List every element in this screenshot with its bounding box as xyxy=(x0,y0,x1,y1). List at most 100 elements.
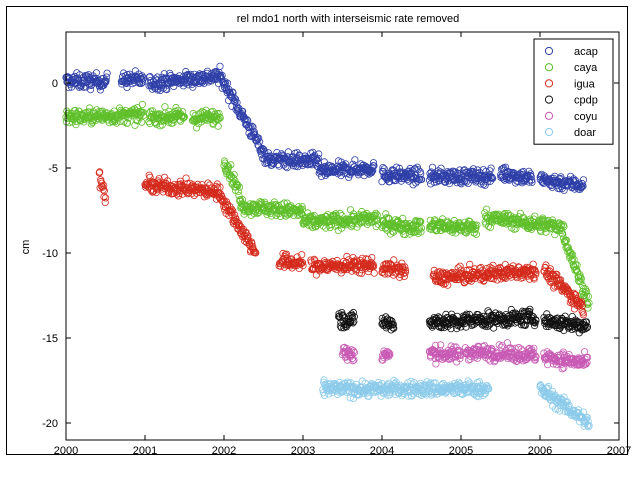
data-point xyxy=(585,421,593,430)
data-point xyxy=(470,229,478,237)
data-point xyxy=(298,251,306,259)
data-point xyxy=(495,341,503,349)
data-point xyxy=(501,163,510,171)
data-point xyxy=(175,189,183,198)
data-point xyxy=(349,347,358,355)
data-point xyxy=(229,89,237,97)
data-point xyxy=(380,165,388,173)
data-point xyxy=(384,348,393,357)
data-point xyxy=(116,117,124,126)
data-point xyxy=(251,248,259,256)
x-tick-label: 2005 xyxy=(449,445,473,457)
data-point xyxy=(386,351,394,359)
data-point xyxy=(284,148,292,156)
legend-marker-caya xyxy=(544,63,554,72)
series-caya xyxy=(62,100,593,312)
series-cpdp xyxy=(334,305,592,337)
data-point xyxy=(473,221,481,229)
data-point xyxy=(583,323,592,331)
data-point xyxy=(96,86,105,94)
data-point xyxy=(87,112,96,120)
data-point xyxy=(97,177,105,186)
data-point xyxy=(342,323,350,331)
data-point xyxy=(266,208,274,216)
data-point xyxy=(466,260,474,268)
data-point xyxy=(579,176,588,184)
data-point xyxy=(160,70,168,78)
data-point xyxy=(237,223,245,231)
data-point xyxy=(370,269,378,277)
data-point xyxy=(488,174,497,182)
data-point xyxy=(388,268,397,276)
data-point xyxy=(487,164,495,172)
data-point xyxy=(395,273,404,281)
data-point xyxy=(414,166,422,174)
data-point xyxy=(180,113,188,121)
data-point xyxy=(331,164,339,172)
data-point xyxy=(385,352,393,360)
figure-frame xyxy=(6,6,628,455)
x-tick-label: 2004 xyxy=(370,445,394,457)
data-point xyxy=(543,384,552,392)
data-point xyxy=(252,249,260,257)
data-point xyxy=(573,261,581,269)
data-point xyxy=(314,154,322,162)
data-point xyxy=(531,267,539,275)
legend-label-coyu: coyu xyxy=(574,111,597,123)
data-point xyxy=(220,78,228,87)
data-point xyxy=(417,170,425,178)
y-tick-label: 0 xyxy=(52,78,58,90)
data-point xyxy=(582,287,591,295)
data-point xyxy=(435,268,443,276)
data-point xyxy=(216,114,224,122)
data-point xyxy=(372,209,380,217)
data-point xyxy=(353,223,361,231)
data-point xyxy=(255,138,264,146)
legend: acap caya igua cpdp coyu doar xyxy=(533,38,614,145)
data-point xyxy=(368,163,376,171)
data-point xyxy=(250,128,258,136)
data-point xyxy=(532,268,540,277)
data-point xyxy=(158,121,166,129)
data-point xyxy=(577,183,586,191)
data-point xyxy=(457,351,465,359)
x-tick-label: 2007 xyxy=(607,445,631,457)
data-point xyxy=(139,112,147,120)
data-point xyxy=(525,275,534,283)
data-point xyxy=(335,168,343,176)
data-point xyxy=(92,69,101,77)
data-point xyxy=(351,156,359,164)
data-point xyxy=(250,129,258,137)
data-point xyxy=(214,122,222,130)
series-igua xyxy=(95,168,588,319)
data-point xyxy=(392,381,400,389)
data-point xyxy=(489,261,497,269)
data-point xyxy=(378,314,386,322)
data-point xyxy=(225,163,233,171)
data-point xyxy=(382,350,391,358)
data-point xyxy=(373,211,381,219)
data-point xyxy=(211,191,219,199)
data-point xyxy=(583,324,591,332)
data-point xyxy=(530,275,538,283)
data-point xyxy=(76,71,84,79)
data-point xyxy=(472,224,480,232)
data-point xyxy=(249,123,257,131)
legend-marker-cpdp xyxy=(544,95,554,104)
series-doar xyxy=(319,376,593,431)
data-point xyxy=(477,349,485,357)
data-point xyxy=(413,177,422,185)
data-point xyxy=(231,95,240,103)
data-point xyxy=(531,356,539,364)
data-point xyxy=(479,342,487,351)
legend-marker-coyu xyxy=(544,111,554,120)
data-point xyxy=(350,348,359,357)
data-point xyxy=(484,222,493,230)
y-axis-label: cm xyxy=(20,240,32,255)
plot-area xyxy=(65,31,620,441)
data-point xyxy=(417,228,425,236)
data-point xyxy=(98,179,106,187)
data-point xyxy=(429,173,437,181)
data-point xyxy=(584,417,592,425)
data-point xyxy=(163,177,172,185)
